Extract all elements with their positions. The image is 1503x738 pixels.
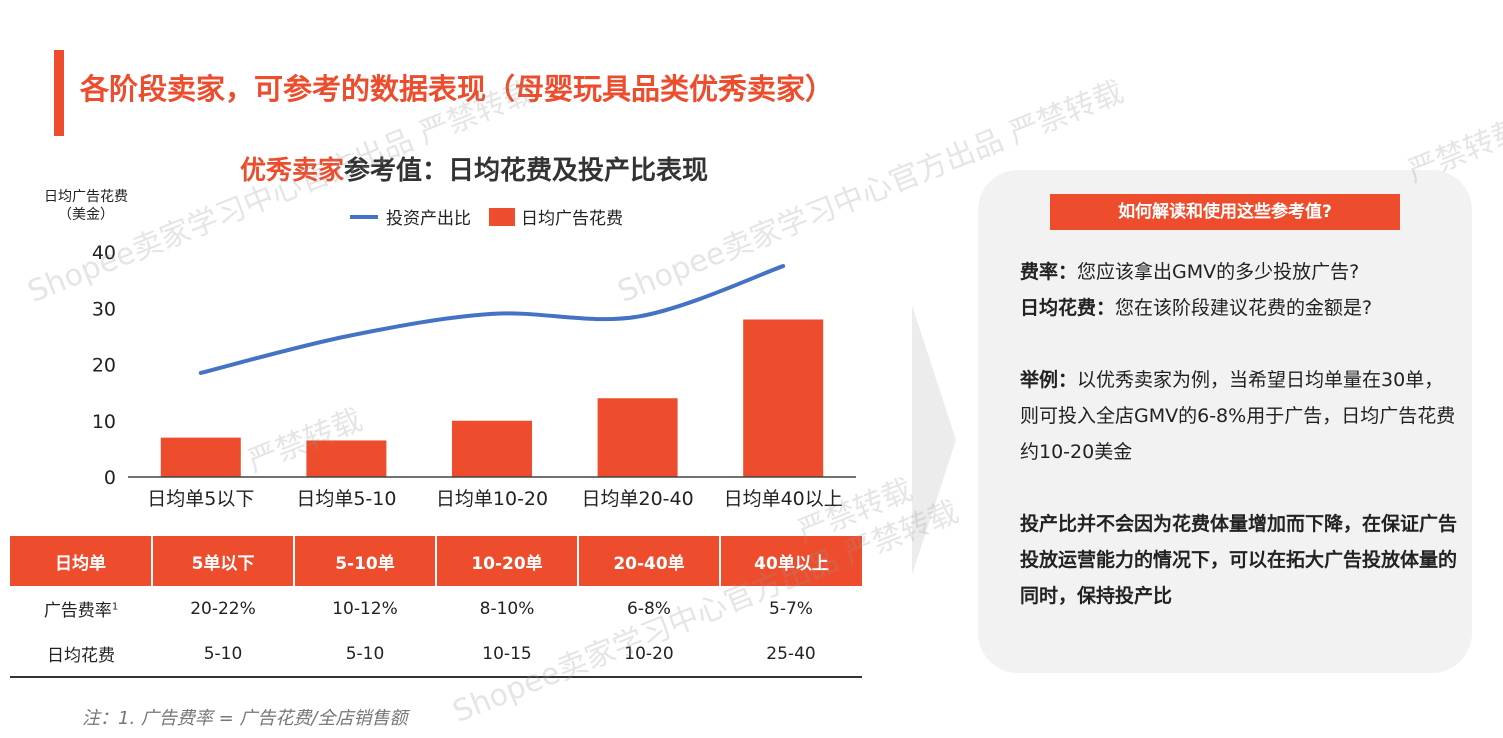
table-cell: 5-10 <box>152 631 294 678</box>
bar <box>743 319 824 477</box>
table-header-cell: 10-20单 <box>436 536 579 586</box>
y-tick-label: 10 <box>92 411 116 433</box>
chart-title-highlight: 优秀卖家 <box>240 156 345 186</box>
panel-body: 费率：您应该拿出GMV的多少投放广告? 日均花费：您在该阶段建议花费的金额是? … <box>1020 254 1460 614</box>
table-header-cell: 5-10单 <box>294 536 437 586</box>
table-row-label: 日均花费 <box>10 631 152 678</box>
chevron-right-icon <box>912 305 956 575</box>
bar <box>597 398 678 477</box>
y-tick-label: 20 <box>92 355 116 377</box>
bar-line-chart: 0 10 20 30 40 日均单5以下 日均单5-10 日均单10-20 日均单20-40 日均… <box>92 242 856 510</box>
table-header-cell: 5单以下 <box>152 536 295 586</box>
table-row: 日均花费 5-10 5-10 10-15 10-20 25-40 <box>10 631 862 678</box>
x-tick-label: 日均单5以下 <box>147 488 254 510</box>
table-cell: 20-22% <box>190 598 256 619</box>
table-cell: 8-10% <box>479 598 535 619</box>
chart-legend: 投资产出比 日均广告花费 <box>350 204 623 229</box>
page-title: 各阶段卖家，可参考的数据表现（母婴玩具品类优秀卖家） <box>80 72 835 106</box>
table-cell: 10-20 <box>578 631 720 678</box>
bar <box>452 420 532 477</box>
table-header-cell: 40单以上 <box>720 536 862 586</box>
table-header-cell: 日均单 <box>10 536 153 586</box>
chart-title: 优秀卖家参考值：日均花费及投产比表现 <box>240 150 708 187</box>
bar <box>160 437 241 477</box>
table-cell: 10-15 <box>436 631 578 678</box>
series-line-roi <box>198 264 786 375</box>
panel-example: 举例：以优秀卖家为例，当希望日均单量在30单，则可投入全店GMV的6-8%用于广… <box>1020 369 1456 463</box>
legend-bar-label: 日均广告花费 <box>521 209 623 229</box>
y-tick-label: 30 <box>92 298 116 320</box>
y-axis-caption: 日均广告花费 （美金） <box>44 188 128 224</box>
y-axis-caption-line2: （美金） <box>58 207 114 223</box>
panel-item-spend: 日均花费：您在该阶段建议花费的金额是? <box>1020 297 1373 319</box>
y-tick-label: 0 <box>104 467 116 489</box>
footnote-marker: 1 <box>111 601 119 613</box>
explanation-panel: 如何解读和使用这些参考值? 费率：您应该拿出GMV的多少投放广告? 日均花费：您… <box>978 170 1472 673</box>
title-accent-bar <box>54 50 64 136</box>
chart-title-rest: 参考值：日均花费及投产比表现 <box>344 156 709 186</box>
bar <box>306 440 387 477</box>
table-cell: 6-8% <box>627 598 671 619</box>
x-tick-label: 日均单10-20 <box>436 488 548 510</box>
x-tick-label: 日均单20-40 <box>581 488 693 510</box>
data-table: 日均单 5单以下 5-10单 10-20单 20-40单 40单以上 广告费率1… <box>10 536 862 678</box>
legend-line-swatch <box>350 214 378 219</box>
table-header-cell: 20-40单 <box>578 536 721 586</box>
x-tick-label: 日均单5-10 <box>296 488 396 510</box>
table-row: 广告费率1 20-22% 10-12% 8-10% 6-8% 5-7% <box>10 586 862 631</box>
legend-bar-swatch <box>489 207 515 226</box>
panel-heading: 如何解读和使用这些参考值? <box>1050 194 1400 230</box>
legend-line-label: 投资产出比 <box>386 209 471 229</box>
panel-item-rate: 费率：您应该拿出GMV的多少投放广告? <box>1020 261 1360 283</box>
panel-conclusion: 投产比并不会因为花费体量增加而下降，在保证广告投放运营能力的情况下，可以在拓大广… <box>1020 513 1458 607</box>
table-cell: 25-40 <box>720 631 862 678</box>
table-cell: 5-10 <box>294 631 436 678</box>
x-tick-label: 日均单40以上 <box>724 488 843 510</box>
table-header-row: 日均单 5单以下 5-10单 10-20单 20-40单 40单以上 <box>10 536 862 586</box>
table-cell: 10-12% <box>332 598 398 619</box>
footnote: 注：1. 广告费率 = 广告花费/全店销售额 <box>82 708 408 729</box>
y-axis-caption-line1: 日均广告花费 <box>44 189 128 205</box>
y-tick-label: 40 <box>92 242 116 264</box>
table-row-label: 广告费率1 <box>43 601 119 621</box>
table-cell: 5-7% <box>769 598 813 619</box>
